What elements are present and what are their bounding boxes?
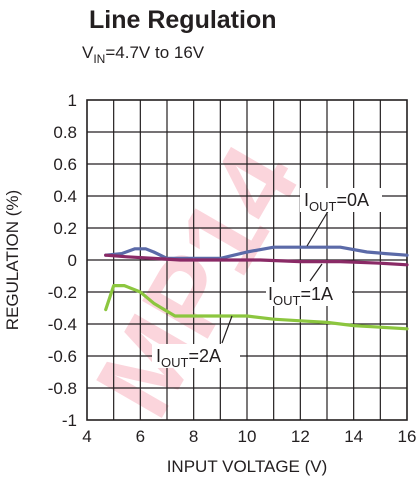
y-tick-label: 0.4 bbox=[53, 187, 77, 206]
x-tick-label: 14 bbox=[344, 427, 363, 446]
y-tick-label: -0.4 bbox=[48, 315, 77, 334]
x-axis-label: INPUT VOLTAGE (V) bbox=[167, 457, 328, 476]
x-axis-ticks: 4 6 8 10 12 14 16 bbox=[82, 427, 416, 446]
y-tick-label: -0.2 bbox=[48, 283, 77, 302]
series-label-0a: IOUT=0A bbox=[300, 188, 382, 247]
x-tick-label: 4 bbox=[82, 427, 91, 446]
plot-frame bbox=[86, 99, 408, 421]
chart-subtitle: VIN=4.7V to 16V bbox=[82, 43, 205, 66]
label-2a-bg bbox=[152, 344, 240, 368]
chart-title: Line Regulation bbox=[89, 6, 277, 34]
y-tick-label: -0.6 bbox=[48, 347, 77, 366]
y-axis-label: REGULATION (%) bbox=[3, 190, 22, 330]
x-tick-label: 6 bbox=[136, 427, 145, 446]
label-1a-leader bbox=[309, 263, 323, 282]
watermark: MP14 bbox=[72, 126, 322, 436]
series-line-iout-1a bbox=[104, 253, 409, 267]
y-tick-label: 0.6 bbox=[53, 155, 77, 174]
label-2a-text: IOUT=2A bbox=[156, 346, 221, 370]
label-0a-text: IOUT=0A bbox=[304, 190, 369, 214]
x-tick-label: 10 bbox=[238, 427, 257, 446]
series-label-2a: IOUT=2A bbox=[152, 315, 240, 370]
watermark-text: MP14 bbox=[72, 126, 322, 436]
x-tick-label: 16 bbox=[398, 427, 416, 446]
label-1a-bg bbox=[266, 282, 352, 306]
y-tick-label: 0.2 bbox=[53, 219, 77, 238]
y-tick-label: -0.8 bbox=[48, 379, 77, 398]
y-tick-label: -1 bbox=[62, 411, 77, 430]
x-tick-label: 12 bbox=[291, 427, 310, 446]
label-1a-text: IOUT=1A bbox=[268, 284, 333, 308]
x-tick-label: 8 bbox=[189, 427, 198, 446]
y-tick-label: 0 bbox=[68, 251, 77, 270]
label-2a-leader bbox=[221, 315, 233, 344]
series-lines bbox=[104, 245, 409, 331]
y-tick-label: 1 bbox=[68, 91, 77, 110]
y-axis-ticks: 1 0.8 0.6 0.4 0.2 0 -0.2 -0.4 -0.6 -0.8 -1 bbox=[48, 91, 77, 430]
label-0a-leader bbox=[306, 207, 331, 247]
y-tick-label: 0.8 bbox=[53, 123, 77, 142]
series-label-1a: IOUT=1A bbox=[266, 263, 352, 308]
label-0a-bg bbox=[300, 188, 382, 212]
series-line-iout-2a bbox=[104, 284, 409, 331]
